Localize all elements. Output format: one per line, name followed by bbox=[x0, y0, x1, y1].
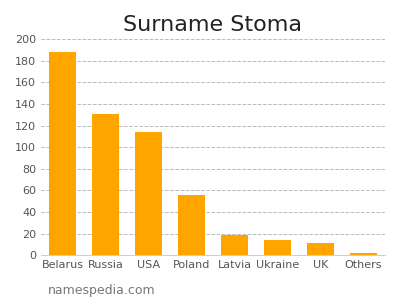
Bar bbox=[92, 114, 120, 255]
Bar bbox=[264, 240, 292, 255]
Bar bbox=[48, 52, 76, 255]
Text: namespedia.com: namespedia.com bbox=[48, 284, 156, 297]
Bar bbox=[178, 195, 206, 255]
Bar bbox=[220, 235, 248, 255]
Title: Surname Stoma: Surname Stoma bbox=[124, 15, 302, 35]
Bar bbox=[306, 243, 334, 255]
Bar bbox=[350, 253, 378, 255]
Bar bbox=[134, 132, 162, 255]
